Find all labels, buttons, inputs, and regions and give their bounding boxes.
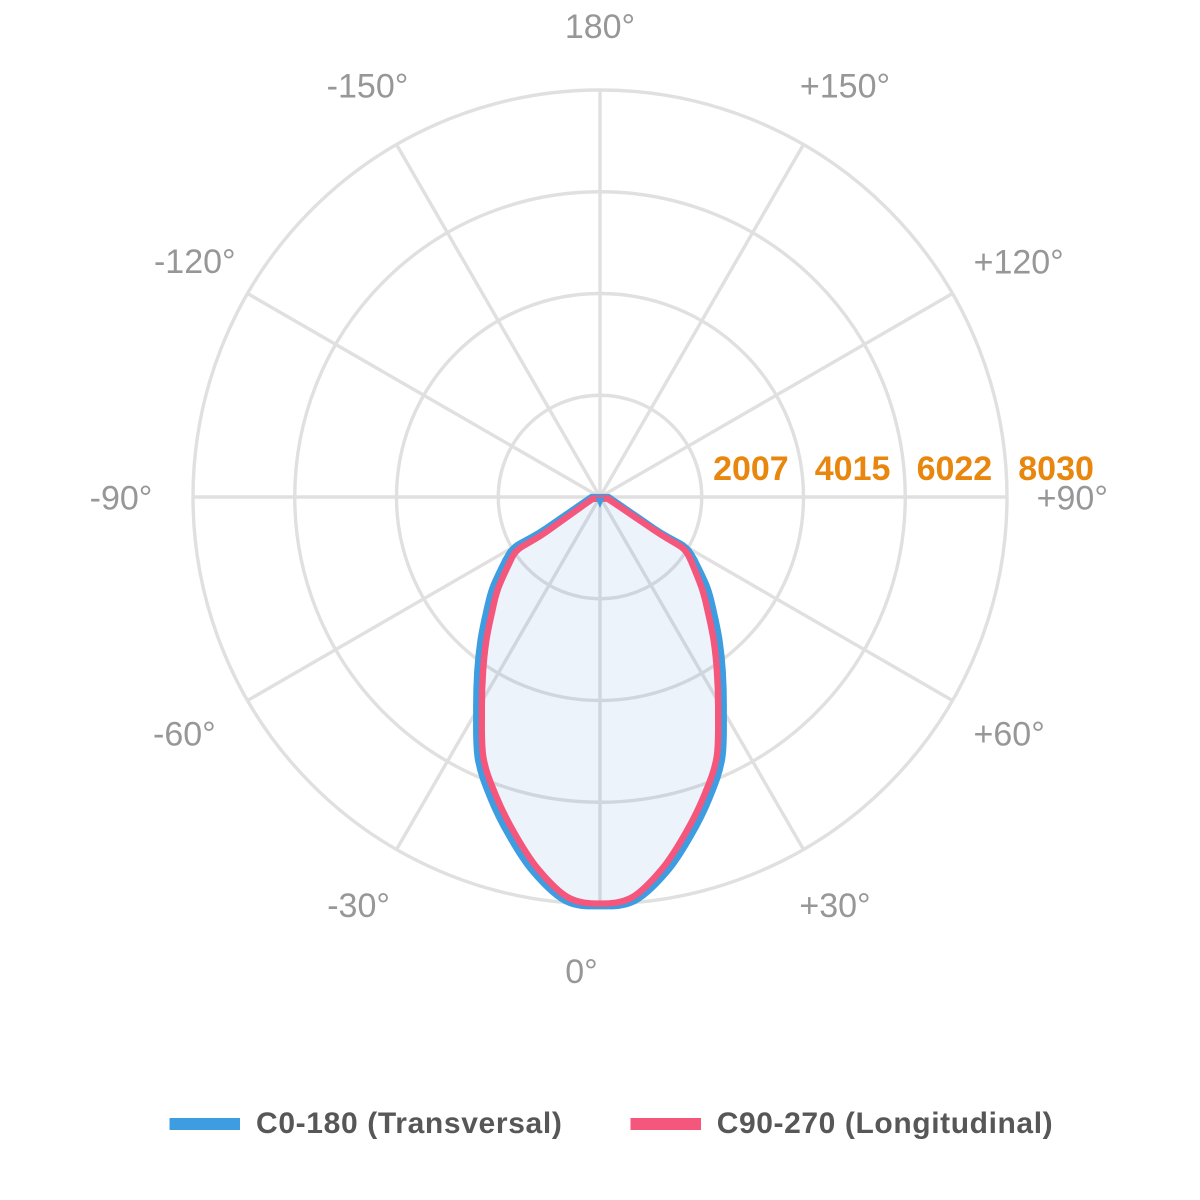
svg-text:+30°: +30°: [799, 887, 870, 925]
svg-text:+60°: +60°: [974, 716, 1045, 754]
svg-text:8030: 8030: [1018, 450, 1094, 488]
svg-text:+150°: +150°: [800, 68, 890, 106]
svg-text:C90-270 (Longitudinal): C90-270 (Longitudinal): [717, 1107, 1054, 1140]
svg-text:-30°: -30°: [327, 887, 390, 925]
svg-text:-120°: -120°: [154, 243, 236, 281]
svg-text:0°: 0°: [565, 953, 598, 991]
svg-text:2007: 2007: [713, 450, 789, 488]
svg-text:-90°: -90°: [90, 479, 153, 517]
svg-text:-150°: -150°: [327, 68, 409, 106]
svg-text:4015: 4015: [815, 450, 891, 488]
svg-text:C0-180 (Transversal): C0-180 (Transversal): [256, 1107, 563, 1140]
svg-text:6022: 6022: [917, 450, 993, 488]
svg-text:+90°: +90°: [1037, 480, 1108, 518]
svg-text:-60°: -60°: [153, 716, 216, 754]
svg-text:180°: 180°: [565, 8, 635, 46]
svg-text:+120°: +120°: [974, 244, 1064, 282]
